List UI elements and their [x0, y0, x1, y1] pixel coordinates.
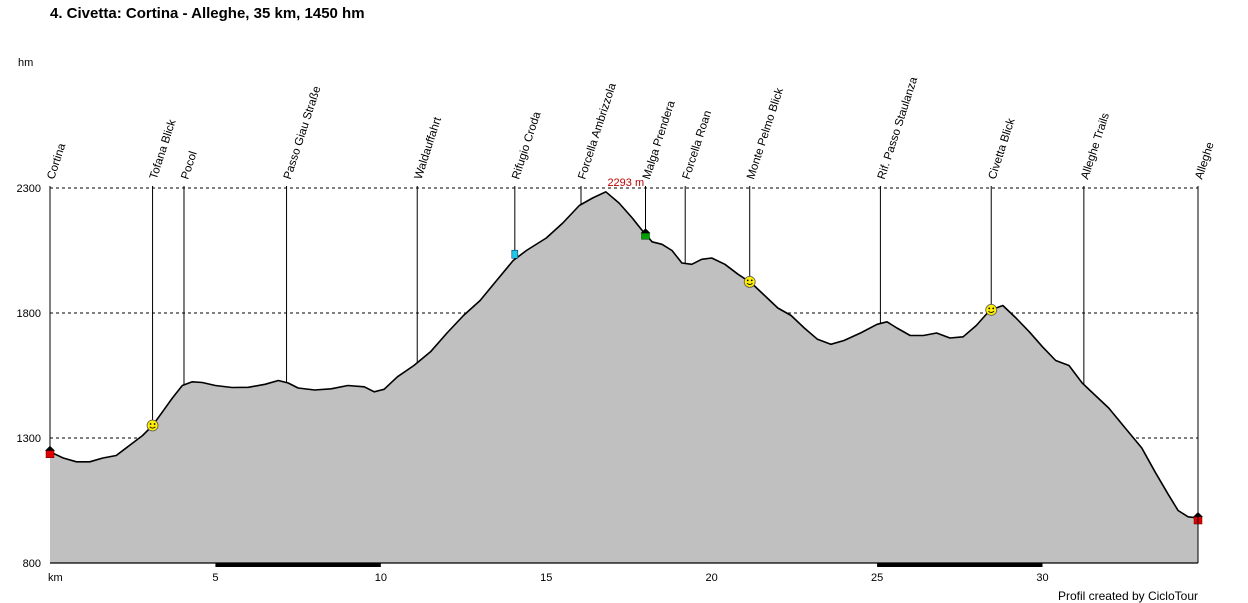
- house-icon: [45, 445, 55, 458]
- waypoint-label: Rifugio Croda: [510, 110, 543, 181]
- waypoint-label: Forcella Ambrizzola: [576, 81, 619, 181]
- smiley-icon: [985, 303, 998, 316]
- max-elevation-label: 2293 m: [607, 177, 644, 189]
- hut-icon: [640, 228, 651, 240]
- x-tick-label: 15: [540, 572, 552, 584]
- x-tick-label: 5: [212, 572, 218, 584]
- axes: hm km 800 1300 1800 2300 5 10 15 20 25 30: [17, 57, 1199, 584]
- y-tick-label: 1800: [17, 308, 41, 320]
- waypoint-label: Civetta Blick: [987, 117, 1018, 181]
- x-tick-label: 30: [1036, 572, 1048, 584]
- smiley-icon: [743, 276, 756, 288]
- waypoint-label: Pocol: [179, 150, 199, 181]
- credit-text: Profil created by CicloTour: [1057, 589, 1198, 603]
- chart-title: 4. Civetta: Cortina - Alleghe, 35 km, 14…: [50, 5, 365, 22]
- x-tick-label: 10: [375, 572, 387, 584]
- profile-fill: [50, 191, 1198, 564]
- y-tick-label: 1300: [17, 433, 41, 445]
- profile-area: [49, 191, 1199, 564]
- waypoint-label: Tofana Blick: [148, 118, 179, 181]
- waypoint-label: Forcella Roan: [681, 109, 715, 181]
- x-axis-label: km: [48, 572, 63, 584]
- y-tick-label: 800: [23, 558, 41, 570]
- cup-icon: [511, 249, 519, 259]
- km-band: [877, 563, 1043, 567]
- y-axis-label: hm: [18, 57, 33, 69]
- waypoint-label: Alleghe Trails: [1079, 111, 1112, 181]
- x-tick-label: 25: [871, 572, 883, 584]
- y-tick-label: 2300: [17, 183, 41, 195]
- waypoint-label: Malga Prendera: [641, 99, 678, 181]
- waypoint-label: Monte Pelmo Blick: [745, 86, 786, 181]
- waypoint-label: Passo Giau Straße: [282, 85, 323, 181]
- waypoint-label: Rif. Passo Staulanza: [876, 75, 921, 181]
- annotations: 2293 m: [607, 177, 644, 189]
- x-tick-label: 20: [706, 572, 718, 584]
- smiley-icon: [146, 419, 159, 432]
- km-band: [215, 563, 381, 567]
- waypoint-label: Waldauffahrt: [413, 115, 445, 181]
- waypoint-label: Alleghe: [1193, 141, 1216, 181]
- waypoint-label: Cortina: [45, 141, 68, 181]
